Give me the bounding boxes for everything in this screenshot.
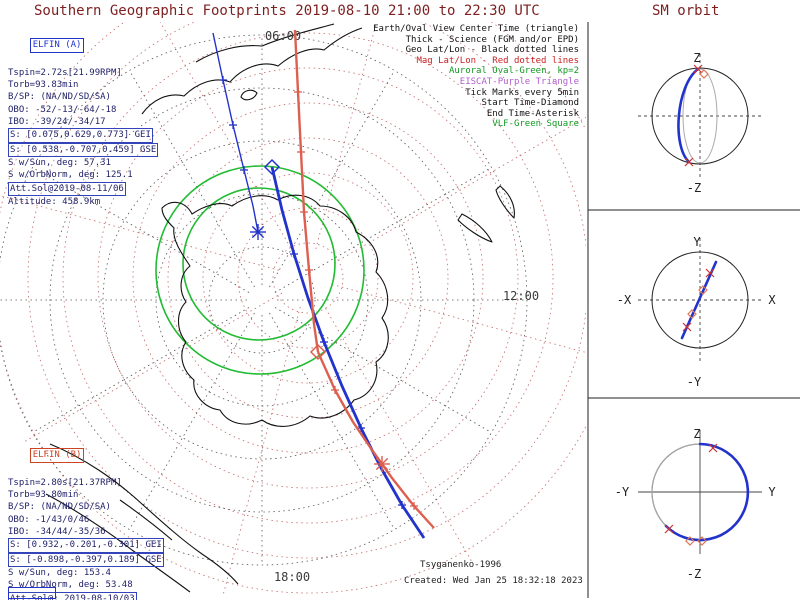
elfin-a-info-line: S: [0.538,-0.707,0.459] GSE <box>8 142 159 157</box>
elfin-a-info-line: IBO: -39/24/-34/17 <box>8 117 106 128</box>
sm-axis-label: -X <box>617 293 632 307</box>
elfin-a-info-line: Torb=93.83min <box>8 80 79 91</box>
sm-axis-label: Y <box>768 485 776 499</box>
sm-panel-2: Y -Y -X X <box>617 235 777 389</box>
bottom-left-box <box>8 587 56 599</box>
elfin-a-info-line: B/SP: (NA/ND/SD/SA) <box>8 92 111 103</box>
legend-line: EISCAT-Purple Triangle <box>459 76 579 87</box>
elfin-a-info-line: Altitude: 458.9km <box>8 196 101 207</box>
clock-label-top: 06:00 <box>265 29 301 43</box>
sm-axis-label: X <box>768 293 776 307</box>
start-time-diamond <box>309 343 327 361</box>
elfin-a-info-line: S w/OrbNorm, deg: 125.1 <box>8 170 133 181</box>
geographic-grid <box>0 34 528 566</box>
clock-labels: 06:00 12:00 18:00 <box>265 29 539 584</box>
panel-dividers <box>587 22 800 598</box>
elfin-a-trajectory <box>212 32 426 539</box>
legend-line: Earth/Oval View Center Time (triangle) <box>373 24 579 34</box>
legend-line: End Time-Asterisk <box>486 108 579 119</box>
sm-panel-1: Z -Z <box>638 51 762 195</box>
elfin-b-info-block: ELFIN (B) Tspin=2.80s[21.37RPM] Torb=93.8… <box>8 436 164 600</box>
elfin-b-info-line: OBO: -1/43/0/46 <box>8 514 90 525</box>
legend-line: Auroral Oval-Green, kp=2 <box>448 66 579 77</box>
created-timestamp: Created: Wed Jan 25 18:32:18 2023 <box>404 576 583 586</box>
legend-line: Mag Lat/Lon - Red dotted lines <box>416 55 579 66</box>
clock-label-bottom: 18:00 <box>274 570 310 584</box>
elfin-a-info-line: S: [0.075,0.629,0.773] GEI <box>8 128 153 143</box>
elfin-b-info-line: Tspin=2.80s[21.37RPM] <box>8 477 122 488</box>
sm-axis-label: Z <box>693 51 700 65</box>
elfin-a-info-lines: Tspin=2.72s[21.99RPM] Torb=93.83min B/SP: … <box>8 67 159 208</box>
end-time-asterisk <box>374 456 390 472</box>
elfin-b-info-lines: Tspin=2.80s[21.37RPM] Torb=93.80min B/SP: … <box>8 477 164 600</box>
elfin-b-info-line: Torb=93.80min <box>8 490 79 501</box>
elfin-a-info-line: Att.Sol@2019-08-11/06 <box>8 181 126 196</box>
sm-axis-label: Y <box>693 235 701 249</box>
map-legend: Earth/Oval View Center Time (triangle) Th… <box>373 24 579 130</box>
sm-panel-3: Z -Z -Y Y <box>615 427 777 581</box>
elfin-a-info-line: Tspin=2.72s[21.99RPM] <box>8 67 122 78</box>
sm-axis-label: -Y <box>615 485 630 499</box>
sm-orbit-title: SM orbit <box>652 3 720 19</box>
elfin-b-info-line: S w/Sun, deg: 153.4 <box>8 567 111 578</box>
sm-orbit-track <box>680 260 718 340</box>
sm-orbit-track <box>664 442 750 542</box>
page-title: Southern Geographic Footprints 2019-08-1… <box>34 3 540 19</box>
legend-line: Thick - Science (FGM and/or EPD) <box>405 34 579 45</box>
elfin-b-info-line: S w/OrbNorm, deg: 53.48 <box>8 580 133 591</box>
elfin-a-header: ELFIN (A) <box>29 38 85 53</box>
elfin-b-info-line: S: [-0.898,-0.397,0.189] GSE <box>8 552 164 567</box>
elfin-b-header: ELFIN (B) <box>29 448 85 463</box>
auroral-oval <box>155 165 365 375</box>
sm-orbit-track <box>677 67 700 164</box>
elfin-a-info-block: ELFIN (A) Tspin=2.72s[21.99RPM] Torb=93.8… <box>8 26 159 233</box>
sm-axis-label: -Z <box>687 567 701 581</box>
elfin-a-info-line: OBO: -52/-13/-64/-18 <box>8 104 117 115</box>
elfin-a-info-line: S w/Sun, deg: 57.31 <box>8 157 111 168</box>
sm-orbit-panel: Z -Z Y -Y -X X Z -Z -Y Y <box>587 22 800 598</box>
elfin-b-trajectory <box>293 29 435 529</box>
map-panel: 06:00 12:00 18:00 <box>0 22 586 597</box>
legend-line: Start Time-Diamond <box>481 98 579 109</box>
clock-label-right: 12:00 <box>503 289 539 303</box>
model-label: Tsyganenko-1996 <box>420 560 502 570</box>
legend-line: VLF-Green Square <box>492 119 579 130</box>
sm-axis-label: -Y <box>687 375 702 389</box>
sm-axis-label: Z <box>693 427 700 441</box>
elfin-b-info-line: S: [0.932,-0.201,-0.301] GEI <box>8 538 164 553</box>
elfin-b-info-line: B/SP: (NA/ND/SD/SA) <box>8 502 111 513</box>
sm-axis-label: -Z <box>687 181 701 195</box>
legend-line: Geo Lat/Lon - Black dotted lines <box>405 45 579 56</box>
elfin-b-info-line: IBO: -34/44/-35/36 <box>8 527 106 538</box>
legend-line: Tick Marks every 5min <box>465 87 579 98</box>
coastlines <box>45 23 515 593</box>
end-time-asterisk <box>250 224 266 240</box>
start-time-diamond <box>263 158 281 176</box>
